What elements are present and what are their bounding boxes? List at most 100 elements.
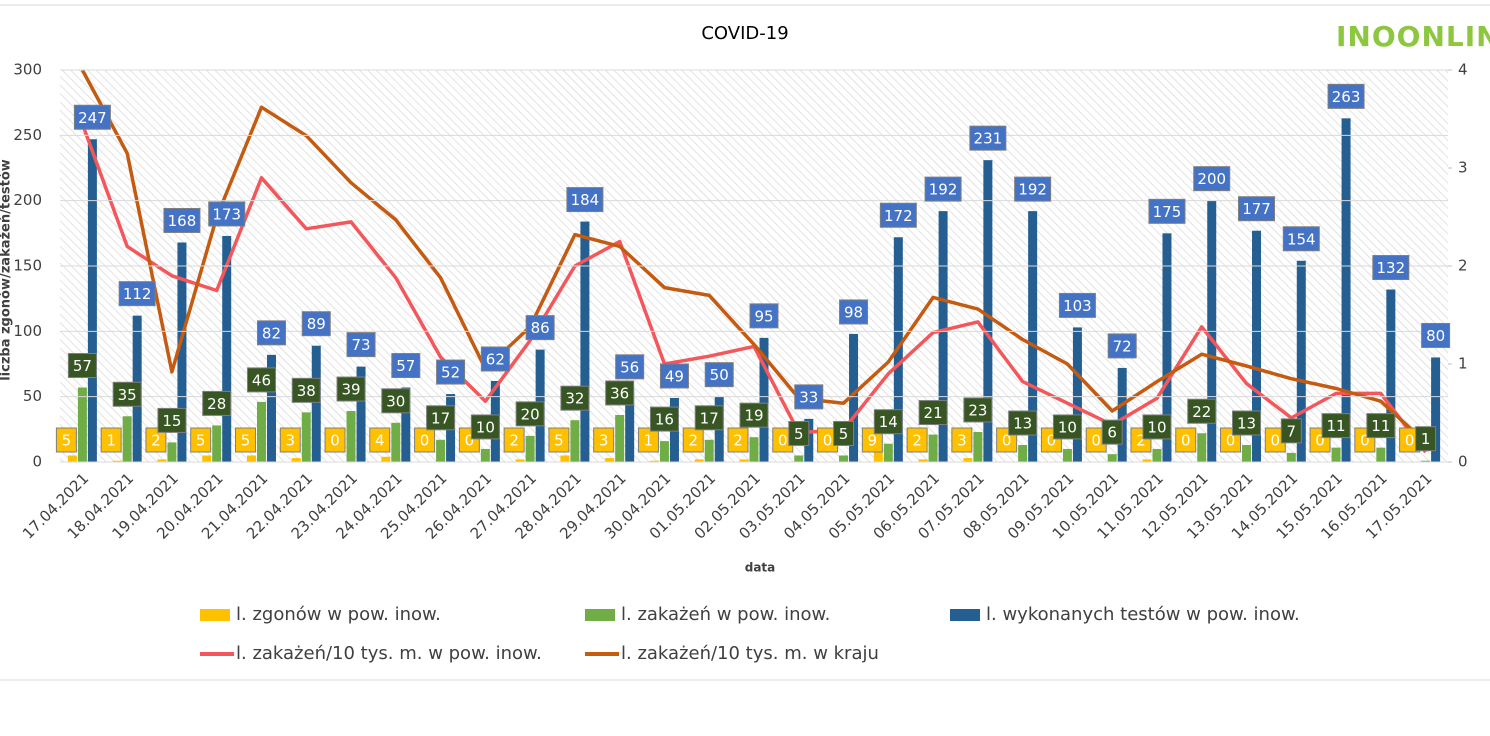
data-label: 3: [285, 432, 295, 450]
bar: [67, 455, 77, 462]
data-label-box: [436, 359, 466, 385]
data-label-box: [1421, 322, 1451, 348]
data-label-box: [1327, 83, 1365, 109]
data-label-box: [1148, 198, 1186, 224]
data-label-box: [873, 409, 903, 435]
data-label: 57: [73, 357, 92, 375]
data-label-box: [291, 377, 321, 403]
bar: [1376, 447, 1386, 462]
data-label-box: [739, 402, 769, 428]
data-label-box: [426, 405, 456, 431]
data-label-box: [969, 125, 1007, 151]
data-label-box: [1008, 410, 1038, 436]
data-label-box: [839, 299, 869, 325]
data-label: 39: [341, 381, 360, 399]
legend-swatch: [585, 609, 615, 621]
data-label: 56: [620, 358, 639, 376]
logo: INOONLINE: [1336, 20, 1490, 53]
bar: [849, 333, 859, 462]
data-label-box: [369, 427, 391, 453]
data-label: 5: [196, 432, 206, 450]
bar: [839, 455, 849, 462]
legend-label: l. zakażeń/10 tys. m. w kraju: [621, 643, 879, 664]
data-label: 17: [700, 409, 719, 427]
bar: [356, 366, 366, 462]
data-label: 6: [1107, 424, 1117, 442]
data-label-box: [256, 320, 286, 346]
data-label: 177: [1242, 200, 1271, 218]
bar: [381, 456, 391, 462]
bar: [963, 458, 973, 462]
data-label: 9: [868, 432, 878, 450]
data-label-box: [1187, 398, 1217, 424]
data-label: 10: [1147, 418, 1166, 436]
data-label-box: [324, 427, 346, 453]
data-label: 2: [151, 432, 161, 450]
data-label-box: [157, 407, 187, 433]
data-label-box: [794, 384, 824, 410]
data-label-box: [414, 427, 436, 453]
data-label: 95: [754, 307, 773, 325]
bar: [873, 450, 883, 462]
bar: [1107, 454, 1117, 462]
data-label: 168: [168, 212, 197, 230]
data-label: 4: [375, 432, 385, 450]
data-label: 1: [1421, 430, 1431, 448]
data-label: 11: [1371, 417, 1390, 435]
bar: [311, 345, 321, 462]
y-tick-label: 200: [13, 191, 42, 209]
data-label-box: [525, 315, 555, 341]
data-label: 50: [710, 366, 729, 384]
data-label-box: [67, 353, 97, 379]
bar: [625, 388, 635, 462]
data-label: 7: [1287, 422, 1297, 440]
data-label-box: [381, 388, 411, 414]
data-label: 3: [599, 432, 609, 450]
data-label: 2: [509, 432, 519, 450]
bar: [246, 455, 256, 462]
data-label: 192: [929, 181, 958, 199]
data-label-box: [963, 397, 993, 423]
bar: [739, 459, 749, 462]
data-label: 112: [123, 285, 152, 303]
data-label: 23: [968, 401, 987, 419]
data-label-box: [593, 427, 615, 453]
legend-label: l. zakażeń w pow. inow.: [621, 604, 830, 625]
data-label-box: [301, 311, 331, 337]
bar: [436, 439, 446, 462]
chart-title: COVID-19: [701, 23, 788, 44]
data-label-box: [145, 427, 167, 453]
data-label-box: [560, 385, 590, 411]
data-label: 172: [884, 207, 913, 225]
data-label-box: [1366, 413, 1396, 439]
legend-swatch: [950, 609, 980, 621]
data-label: 14: [879, 413, 898, 431]
bar: [157, 459, 167, 462]
data-label-box: [1101, 419, 1123, 445]
data-label-box: [1175, 427, 1197, 453]
data-label-box: [1280, 418, 1302, 444]
bar: [266, 354, 276, 462]
data-label-box: [788, 420, 810, 446]
data-label-box: [605, 380, 635, 406]
data-label: 86: [531, 319, 550, 337]
data-label: 5: [554, 432, 564, 450]
data-label: 10: [1058, 418, 1077, 436]
bar: [515, 459, 525, 462]
data-label-box: [879, 202, 917, 228]
data-label-box: [1238, 196, 1276, 222]
data-label: 0: [1360, 432, 1370, 450]
bar: [167, 442, 177, 462]
data-label-box: [1282, 226, 1320, 252]
data-label: 5: [839, 425, 849, 443]
y2-tick-label: 4: [1458, 61, 1468, 79]
data-label-box: [727, 427, 749, 453]
legend-swatch: [200, 609, 230, 621]
bar: [649, 460, 659, 462]
bar: [1028, 211, 1038, 462]
data-label: 82: [262, 324, 281, 342]
data-label-box: [566, 187, 604, 213]
data-label: 2: [733, 432, 743, 450]
y-tick-label: 250: [13, 126, 42, 144]
bar: [938, 211, 948, 462]
